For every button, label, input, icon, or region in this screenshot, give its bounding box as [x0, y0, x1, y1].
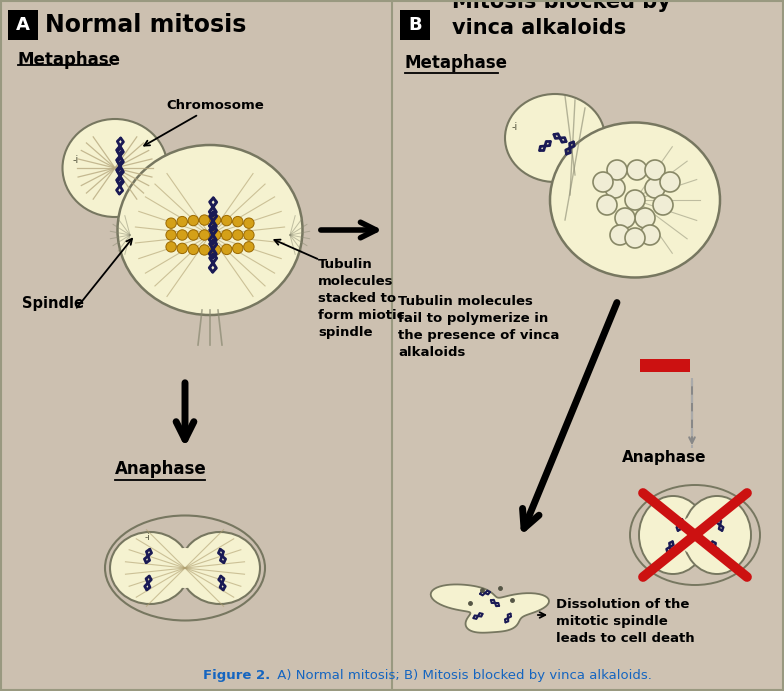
Circle shape [221, 244, 232, 254]
Text: Anaphase: Anaphase [622, 450, 706, 465]
Text: -i: -i [73, 155, 79, 165]
Circle shape [653, 195, 673, 215]
Text: Tubulin molecules
fail to polymerize in
the presence of vinca
alkaloids: Tubulin molecules fail to polymerize in … [398, 295, 559, 359]
FancyBboxPatch shape [400, 10, 430, 40]
Circle shape [210, 215, 221, 225]
Circle shape [188, 230, 198, 240]
Circle shape [244, 218, 254, 229]
Bar [640, 359, 690, 372]
Circle shape [233, 230, 243, 240]
Text: Chromosome: Chromosome [144, 99, 264, 146]
Circle shape [244, 242, 254, 252]
Circle shape [233, 216, 243, 227]
Circle shape [605, 178, 625, 198]
Circle shape [221, 230, 232, 240]
FancyBboxPatch shape [8, 10, 38, 40]
Text: Normal mitosis: Normal mitosis [45, 13, 246, 37]
Circle shape [177, 230, 187, 240]
Text: Figure 2.: Figure 2. [203, 668, 270, 681]
Circle shape [660, 172, 680, 192]
Text: B: B [408, 16, 422, 34]
Text: A) Normal mitosis; B) Mitosis blocked by vinca alkaloids.: A) Normal mitosis; B) Mitosis blocked by… [273, 668, 652, 681]
Circle shape [625, 228, 645, 248]
Text: Tubulin
molecules
stacked to
form miotic
spindle: Tubulin molecules stacked to form miotic… [318, 258, 405, 339]
Polygon shape [430, 585, 549, 633]
Circle shape [625, 190, 645, 210]
Circle shape [645, 160, 665, 180]
Circle shape [627, 160, 647, 180]
Ellipse shape [683, 496, 751, 574]
Ellipse shape [164, 548, 206, 588]
Circle shape [615, 208, 635, 228]
Text: -i: -i [145, 533, 151, 542]
Circle shape [210, 230, 221, 240]
Ellipse shape [550, 122, 720, 278]
Circle shape [188, 244, 198, 254]
Text: Spindle: Spindle [22, 296, 84, 311]
Circle shape [607, 160, 627, 180]
Circle shape [199, 230, 209, 240]
Bar [392, 0, 784, 691]
Ellipse shape [677, 516, 713, 554]
Bar [0, 0, 392, 691]
Circle shape [640, 225, 660, 245]
Text: Mitosis blocked by
vinca alkaloids: Mitosis blocked by vinca alkaloids [452, 0, 671, 38]
Text: -i: -i [512, 122, 518, 132]
Ellipse shape [505, 94, 605, 182]
Circle shape [188, 216, 198, 226]
Circle shape [221, 216, 232, 226]
Circle shape [166, 218, 176, 229]
Circle shape [645, 178, 665, 198]
Ellipse shape [110, 532, 190, 604]
Circle shape [610, 225, 630, 245]
Text: A: A [16, 16, 30, 34]
Text: Metaphase: Metaphase [18, 51, 121, 69]
Text: Metaphase: Metaphase [405, 54, 508, 72]
Circle shape [199, 245, 209, 255]
Circle shape [210, 245, 221, 255]
Ellipse shape [63, 119, 168, 217]
Circle shape [177, 243, 187, 254]
Ellipse shape [118, 145, 303, 315]
Ellipse shape [639, 496, 707, 574]
Circle shape [166, 242, 176, 252]
Circle shape [166, 230, 176, 240]
Circle shape [199, 215, 209, 225]
Circle shape [177, 216, 187, 227]
Circle shape [635, 208, 655, 228]
Ellipse shape [180, 532, 260, 604]
Circle shape [233, 243, 243, 254]
Circle shape [597, 195, 617, 215]
Circle shape [244, 230, 254, 240]
Text: Dissolution of the
mitotic spindle
leads to cell death: Dissolution of the mitotic spindle leads… [556, 598, 695, 645]
Text: Anaphase: Anaphase [115, 460, 207, 478]
Circle shape [593, 172, 613, 192]
